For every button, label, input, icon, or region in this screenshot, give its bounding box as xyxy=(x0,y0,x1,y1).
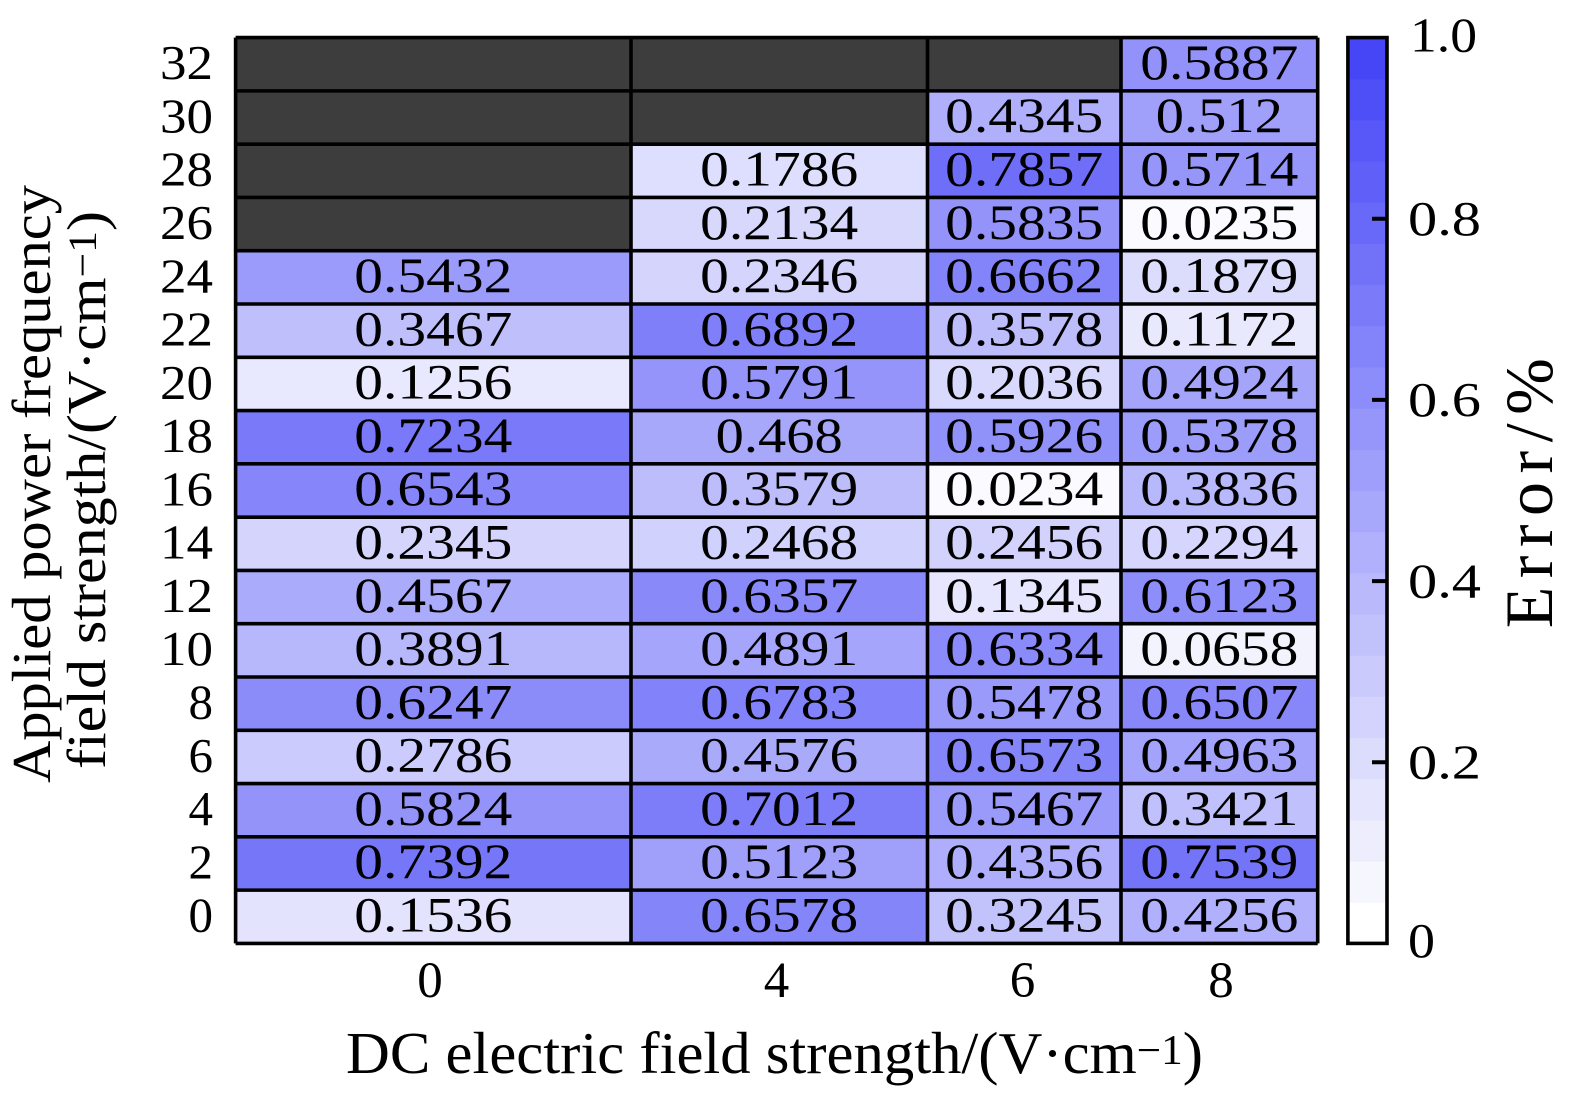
svg-text:0.3578: 0.3578 xyxy=(945,301,1103,356)
svg-text:0.5835: 0.5835 xyxy=(945,195,1103,250)
svg-text:0.512: 0.512 xyxy=(1156,88,1283,143)
svg-text:28: 28 xyxy=(160,142,213,197)
svg-text:0.6357: 0.6357 xyxy=(700,568,858,623)
svg-text:0.4924: 0.4924 xyxy=(1140,355,1298,410)
svg-text:0.0234: 0.0234 xyxy=(945,461,1103,516)
svg-text:0.6662: 0.6662 xyxy=(945,248,1103,303)
svg-text:8: 8 xyxy=(1208,953,1234,1009)
svg-text:DC electric field strength/(V·: DC electric field strength/(V·cm −1) xyxy=(346,1020,1203,1086)
svg-text:0: 0 xyxy=(417,953,443,1009)
svg-text:0.2: 0.2 xyxy=(1408,734,1481,789)
svg-text:0.4256: 0.4256 xyxy=(1140,888,1298,943)
svg-text:30: 30 xyxy=(160,88,213,143)
svg-text:0.7539: 0.7539 xyxy=(1140,834,1298,889)
svg-text:0.3891: 0.3891 xyxy=(354,621,512,676)
svg-text:0.8: 0.8 xyxy=(1408,191,1481,246)
svg-text:6: 6 xyxy=(189,728,214,783)
svg-text:1.0: 1.0 xyxy=(1410,8,1477,63)
svg-text:0.1172: 0.1172 xyxy=(1140,301,1298,356)
svg-text:0.7234: 0.7234 xyxy=(354,408,512,463)
svg-text:18: 18 xyxy=(160,408,213,463)
svg-text:0.5926: 0.5926 xyxy=(945,408,1103,463)
svg-text:0.2345: 0.2345 xyxy=(354,515,512,570)
svg-text:20: 20 xyxy=(160,355,213,410)
svg-text:4: 4 xyxy=(764,953,790,1009)
svg-text:0.5478: 0.5478 xyxy=(945,674,1103,729)
svg-text:0.1256: 0.1256 xyxy=(354,355,512,410)
svg-text:0.3836: 0.3836 xyxy=(1140,461,1298,516)
svg-text:0.5432: 0.5432 xyxy=(354,248,512,303)
svg-text:0.7392: 0.7392 xyxy=(354,834,512,889)
svg-text:24: 24 xyxy=(160,248,213,303)
svg-text:6: 6 xyxy=(1010,953,1036,1009)
svg-text:0.4576: 0.4576 xyxy=(700,728,858,783)
svg-text:0.5378: 0.5378 xyxy=(1140,408,1298,463)
svg-text:0.4: 0.4 xyxy=(1408,553,1481,608)
svg-text:0.6: 0.6 xyxy=(1408,372,1481,427)
svg-text:0.2468: 0.2468 xyxy=(700,515,858,570)
svg-text:0.1786: 0.1786 xyxy=(700,142,858,197)
svg-text:0.2786: 0.2786 xyxy=(354,728,512,783)
svg-text:0.2036: 0.2036 xyxy=(945,355,1103,410)
svg-text:0: 0 xyxy=(1408,913,1435,968)
svg-text:12: 12 xyxy=(160,568,213,623)
svg-text:0.4356: 0.4356 xyxy=(945,834,1103,889)
svg-text:0.468: 0.468 xyxy=(716,408,843,463)
svg-text:10: 10 xyxy=(160,621,213,676)
svg-text:Applied power frequency: Applied power frequency xyxy=(1,184,62,783)
svg-text:0.1536: 0.1536 xyxy=(354,888,512,943)
svg-text:0.2294: 0.2294 xyxy=(1140,515,1298,570)
svg-text:8: 8 xyxy=(189,675,214,730)
svg-text:2: 2 xyxy=(189,834,214,889)
svg-text:0.5791: 0.5791 xyxy=(700,355,858,410)
svg-text:0.4963: 0.4963 xyxy=(1140,728,1298,783)
svg-text:0.6247: 0.6247 xyxy=(354,674,512,729)
svg-text:14: 14 xyxy=(160,515,213,570)
svg-text:field strength/(V·cm−1): field strength/(V·cm−1) xyxy=(56,211,117,769)
svg-text:0.3245: 0.3245 xyxy=(945,888,1103,943)
svg-text:0.4567: 0.4567 xyxy=(354,568,512,623)
svg-text:0.5467: 0.5467 xyxy=(945,781,1103,836)
svg-text:0.1345: 0.1345 xyxy=(945,568,1103,623)
svg-text:0.6334: 0.6334 xyxy=(945,621,1103,676)
svg-text:0.6578: 0.6578 xyxy=(700,888,858,943)
svg-text:0.2134: 0.2134 xyxy=(700,195,858,250)
svg-text:4: 4 xyxy=(189,781,214,836)
svg-text:0.2456: 0.2456 xyxy=(945,515,1103,570)
svg-text:0.6573: 0.6573 xyxy=(945,728,1103,783)
svg-text:16: 16 xyxy=(160,461,213,516)
svg-text:0: 0 xyxy=(189,888,214,943)
svg-text:0.5123: 0.5123 xyxy=(700,834,858,889)
svg-text:26: 26 xyxy=(160,195,213,250)
svg-text:0.5824: 0.5824 xyxy=(354,781,512,836)
svg-text:0.5887: 0.5887 xyxy=(1140,35,1298,90)
svg-text:0.4345: 0.4345 xyxy=(945,88,1103,143)
svg-text:0.0658: 0.0658 xyxy=(1140,621,1298,676)
svg-text:Error/%: Error/% xyxy=(1491,350,1567,629)
svg-text:32: 32 xyxy=(160,35,213,90)
svg-text:0.7857: 0.7857 xyxy=(945,142,1103,197)
svg-text:0.3421: 0.3421 xyxy=(1140,781,1298,836)
svg-text:0.6783: 0.6783 xyxy=(700,674,858,729)
svg-text:0.7012: 0.7012 xyxy=(700,781,858,836)
svg-text:0.4891: 0.4891 xyxy=(700,621,858,676)
svg-text:0.3579: 0.3579 xyxy=(700,461,858,516)
svg-text:0.3467: 0.3467 xyxy=(354,301,512,356)
svg-text:0.2346: 0.2346 xyxy=(700,248,858,303)
svg-text:0.6123: 0.6123 xyxy=(1140,568,1298,623)
svg-text:0.6543: 0.6543 xyxy=(354,461,512,516)
svg-text:0.6507: 0.6507 xyxy=(1140,674,1298,729)
svg-text:22: 22 xyxy=(160,302,213,357)
svg-text:0.5714: 0.5714 xyxy=(1140,142,1298,197)
svg-text:0.6892: 0.6892 xyxy=(700,301,858,356)
svg-text:0.1879: 0.1879 xyxy=(1140,248,1298,303)
svg-text:0.0235: 0.0235 xyxy=(1140,195,1298,250)
